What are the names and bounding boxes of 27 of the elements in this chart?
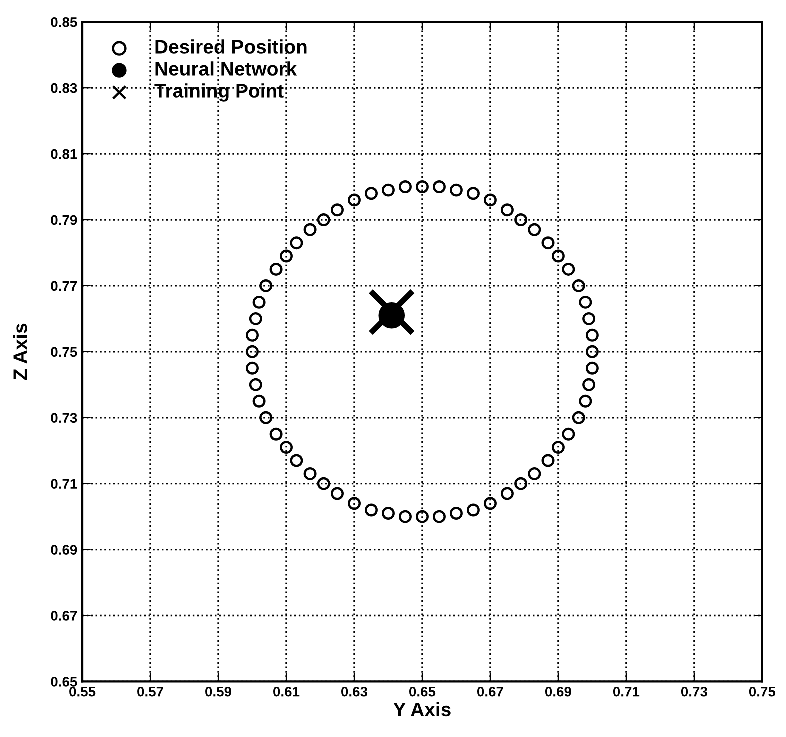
y-tick-label: 0.67 (51, 611, 78, 621)
y-tick-label: 0.71 (51, 479, 78, 490)
x-axis-title: Y Axis (394, 702, 451, 717)
y-tick-label: 0.65 (51, 677, 78, 687)
legend-label: Training Point (154, 84, 284, 102)
y-axis-title: Z Axis (13, 324, 28, 380)
legend-label: Desired Position (156, 40, 307, 54)
legend-label: Neural Network (156, 62, 298, 76)
y-tick-label: 0.77 (51, 281, 78, 292)
x-tick-label: 0.59 (206, 686, 232, 697)
x-tick-label: 0.65 (410, 686, 436, 697)
y-tick-label: 0.75 (51, 347, 78, 358)
x-tick-label: 0.57 (138, 686, 164, 697)
x-tick-label: 0.73 (681, 686, 708, 697)
x-tick-label: 0.67 (478, 686, 504, 697)
x-tick-label: 0.63 (342, 686, 368, 697)
x-tick-label: 0.69 (545, 686, 572, 697)
y-tick-label: 0.83 (51, 83, 78, 94)
y-tick-label: 0.79 (51, 215, 78, 226)
y-tick-label: 0.73 (51, 413, 78, 424)
x-tick-label: 0.75 (749, 686, 776, 697)
y-tick-label: 0.69 (51, 545, 78, 555)
y-tick-label: 0.81 (51, 149, 78, 160)
x-tick-label: 0.61 (274, 686, 300, 697)
x-tick-label: 0.71 (613, 686, 640, 697)
x-tick-label: 0.55 (70, 686, 96, 697)
y-tick-label: 0.85 (51, 17, 78, 28)
